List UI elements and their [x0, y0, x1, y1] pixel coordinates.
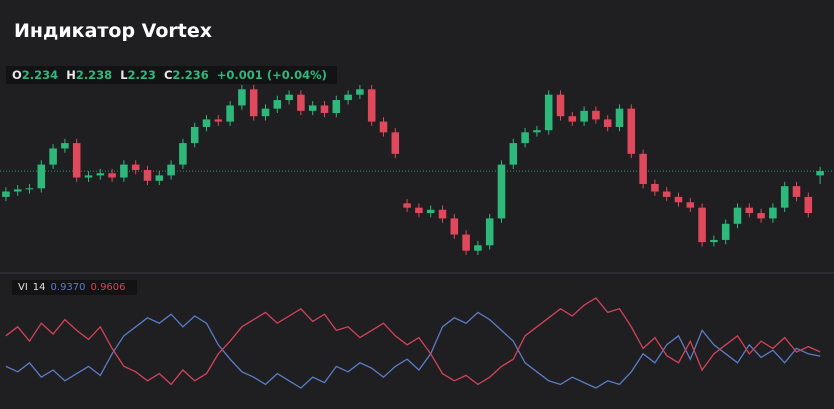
- candle-body: [603, 119, 612, 127]
- candle-body: [391, 132, 400, 154]
- candle-body: [37, 164, 46, 189]
- candle-body: [450, 218, 459, 235]
- candle-body: [816, 171, 824, 176]
- candle-body: [403, 203, 411, 208]
- vortex-line: [5, 311, 821, 389]
- close-label: C: [163, 68, 173, 82]
- candle-body: [698, 207, 706, 243]
- candle-body: [84, 175, 93, 178]
- open-value: 2.234: [21, 68, 59, 82]
- candle-body: [273, 100, 282, 109]
- candle-body: [356, 89, 364, 95]
- open-label: O: [12, 68, 22, 82]
- candle-body: [179, 143, 187, 165]
- candle-body: [627, 108, 636, 154]
- candle-body: [415, 207, 423, 214]
- candle-body: [533, 130, 541, 133]
- candle-body: [497, 164, 506, 219]
- candle-body: [521, 132, 529, 144]
- candle-body: [757, 213, 765, 219]
- candle-body: [108, 173, 116, 178]
- candle-body: [238, 89, 246, 106]
- candle-body: [214, 119, 223, 122]
- candle-body: [2, 191, 10, 197]
- candle-body: [367, 89, 376, 122]
- candle-body: [297, 94, 305, 111]
- candle-body: [426, 209, 435, 214]
- indicator-name: VI: [18, 282, 28, 293]
- candle-body: [509, 143, 518, 165]
- candle-body: [202, 119, 211, 127]
- candle-body: [769, 207, 777, 219]
- candle-body: [190, 126, 199, 144]
- candle-body: [96, 173, 105, 176]
- candle-body: [131, 164, 140, 170]
- candle-body: [615, 108, 624, 127]
- candle-body: [544, 94, 553, 131]
- candle-body: [662, 191, 671, 197]
- candle-body: [167, 164, 175, 176]
- candle-body: [780, 186, 789, 208]
- ohlc-header: O2.234 H2.238 L2.23 C2.236 +0.001 (+0.04%…: [6, 66, 337, 84]
- candle-body: [155, 175, 164, 181]
- candle-body: [733, 207, 742, 224]
- vortex-line: [5, 297, 821, 386]
- candle-body: [438, 209, 447, 219]
- candle-body: [72, 143, 81, 178]
- candle-body: [674, 196, 683, 203]
- candle-body: [485, 218, 494, 246]
- close-value: 2.236: [172, 68, 209, 82]
- candle-body: [344, 94, 352, 101]
- high-value: 2.238: [75, 68, 113, 82]
- candle-body: [25, 188, 34, 190]
- candle-body: [308, 105, 317, 111]
- candle-body: [474, 245, 482, 251]
- vi-minus-value: 0.9606: [90, 282, 126, 293]
- candle-body: [49, 148, 57, 165]
- candle-body: [61, 143, 69, 149]
- candle-body: [556, 94, 565, 117]
- candle-body: [651, 183, 659, 192]
- candle-body: [462, 234, 470, 251]
- candle-body: [804, 196, 813, 214]
- candle-body: [686, 202, 695, 208]
- vi-plus-value: 0.9370: [50, 282, 86, 293]
- high-label: H: [66, 68, 76, 82]
- candle-body: [249, 89, 258, 117]
- indicator-length: 14: [32, 282, 46, 293]
- low-value: 2.23: [127, 68, 156, 82]
- candle-body: [710, 239, 718, 243]
- candle-body: [143, 170, 152, 181]
- candle-body: [261, 108, 270, 117]
- low-label: L: [120, 68, 128, 82]
- candle-body: [580, 110, 588, 122]
- candle-body: [745, 207, 754, 214]
- candle-body: [332, 100, 341, 113]
- candle-body: [639, 153, 647, 184]
- candle-body: [320, 105, 329, 113]
- candle-body: [568, 116, 577, 122]
- candle-body: [721, 223, 730, 240]
- candle-body: [13, 189, 22, 192]
- candle-body: [285, 94, 293, 101]
- chart-title: Индикатор Vortex: [14, 20, 212, 42]
- candle-body: [592, 110, 600, 120]
- candle-body: [226, 105, 234, 122]
- change-pct: (+0.04%): [266, 68, 327, 82]
- indicator-legend: VI 14 0.9370 0.9606: [12, 280, 137, 295]
- candle-body: [792, 186, 801, 197]
- candle-body: [120, 164, 128, 178]
- candle-body: [379, 121, 388, 133]
- change: +0.001: [216, 68, 263, 82]
